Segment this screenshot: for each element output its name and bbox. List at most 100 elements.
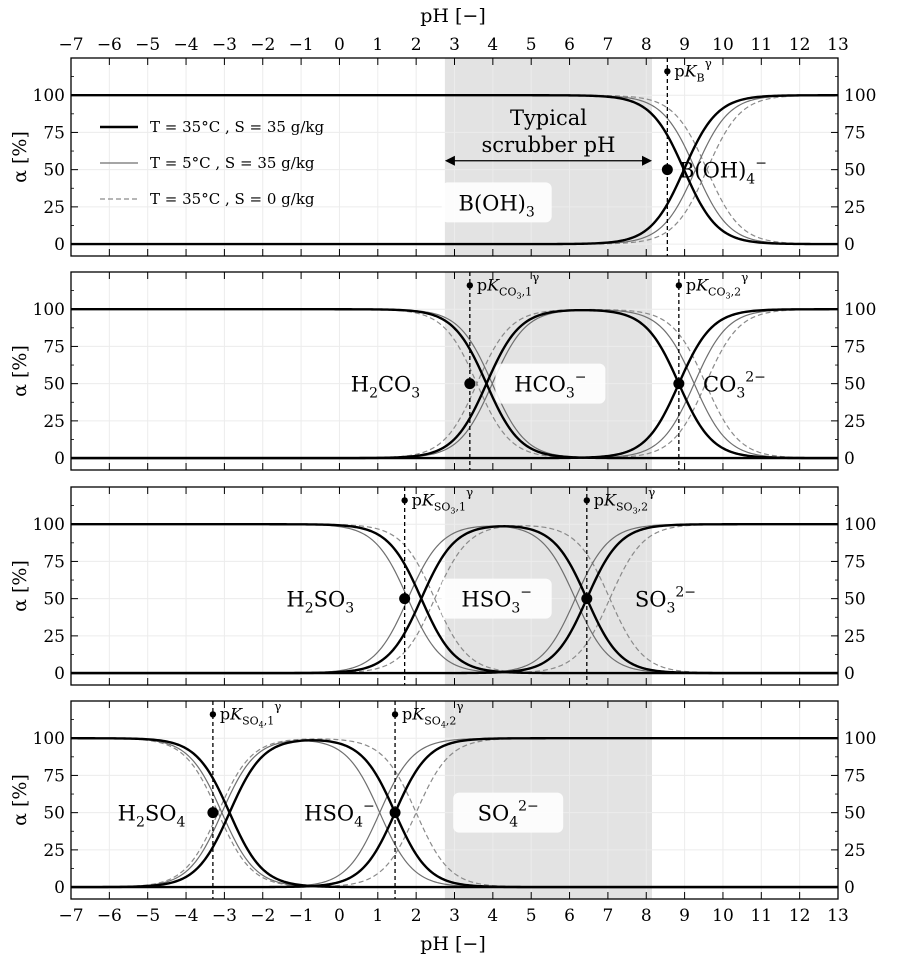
y-tick-label: 75 — [844, 552, 866, 572]
pk-label-dot — [401, 497, 408, 504]
x-tick-label-top: 2 — [411, 35, 422, 55]
species-label: H2CO3 — [351, 373, 420, 402]
y-tick-label: 50 — [844, 804, 866, 824]
x-tick-label-bottom: 6 — [564, 906, 575, 926]
species-label-text: SO42− — [478, 799, 539, 831]
x-tick-label-bottom: 10 — [712, 906, 734, 926]
fraction-curve — [71, 308, 838, 460]
species-label-bg — [453, 792, 564, 833]
species-label-text: HSO4− — [304, 799, 375, 831]
y-axis-title: α [%] — [9, 560, 31, 612]
pk-label-text: pKSO4,2γ — [402, 699, 464, 729]
x-tick-label-bottom: 9 — [679, 906, 690, 926]
y-tick-label: 25 — [844, 412, 866, 432]
y-tick-label: 100 — [844, 515, 876, 535]
fraction-curve — [71, 523, 838, 675]
y-tick-label: 75 — [43, 123, 65, 143]
y-tick-label: 50 — [43, 161, 65, 181]
x-tick-label-top: −4 — [174, 35, 199, 55]
pk-label-dot — [391, 711, 399, 718]
fraction-curve — [71, 308, 839, 459]
x-tick-label-bottom: 4 — [487, 906, 498, 926]
species-label-text: CO32− — [703, 370, 766, 402]
pk-label-text: pKCO3,1γ — [477, 270, 539, 300]
x-tick-label-top: −1 — [289, 35, 314, 55]
x-tick-label-bottom: 5 — [526, 906, 537, 926]
y-tick-label: 0 — [844, 664, 855, 684]
pk-label-dot — [675, 282, 683, 289]
y-tick-label: 100 — [33, 729, 65, 749]
species-label-text: HSO3− — [461, 585, 532, 617]
x-tick-label-top: 8 — [641, 35, 652, 55]
y-tick-label: 100 — [844, 86, 876, 106]
x-tick-label-top: 7 — [602, 35, 613, 55]
species-label: B(OH)4− — [679, 156, 767, 188]
pk-label: pKSO4,2γ — [391, 699, 464, 729]
species-label: HSO4− — [304, 799, 375, 831]
legend-label: T = 5°C , S = 35 g/kg — [150, 154, 315, 172]
species-label-text: SO32− — [635, 585, 696, 617]
y-axis-title: α [%] — [9, 774, 31, 826]
x-tick-label-top: −5 — [135, 35, 160, 55]
y-tick-label: 75 — [43, 552, 65, 572]
y-tick-label: 50 — [43, 804, 65, 824]
y-tick-label: 100 — [844, 729, 876, 749]
fraction-curve — [71, 94, 838, 246]
y-tick-label: 0 — [54, 449, 65, 469]
y-tick-label: 75 — [844, 123, 866, 143]
x-tick-label-top: 10 — [712, 35, 734, 55]
x-tick-label-bottom: −5 — [135, 906, 160, 926]
x-tick-label-bottom: 11 — [750, 906, 772, 926]
y-tick-label: 0 — [844, 235, 855, 255]
y-tick-label: 0 — [54, 878, 65, 898]
curves-layer — [71, 94, 839, 889]
fraction-curve — [71, 94, 839, 246]
x-tick-label-top: −3 — [212, 35, 237, 55]
species-label-bg — [495, 363, 606, 404]
x-tick-label-top: 12 — [789, 35, 811, 55]
pk-label-dot — [466, 282, 474, 289]
pk-label: pKSO3,1γ — [401, 485, 473, 515]
y-tick-label: 25 — [844, 627, 866, 647]
x-tick-label-top: 1 — [372, 35, 383, 55]
y-tick-label: 25 — [844, 198, 866, 218]
pk-label-dot — [583, 497, 591, 504]
y-tick-label: 50 — [43, 375, 65, 395]
pk-label-text: pKSO3,2γ — [594, 485, 656, 515]
pk-label-dot — [209, 711, 217, 718]
x-tick-label-bottom: 13 — [827, 906, 849, 926]
y-tick-label: 25 — [43, 627, 65, 647]
y-tick-label: 25 — [43, 841, 65, 861]
species-label-bg — [441, 182, 552, 223]
y-axis-title: α [%] — [9, 345, 31, 397]
x-axis-title-bottom: pH [−] — [420, 933, 486, 955]
x-tick-label-top: 6 — [564, 35, 575, 55]
species-label-bg — [441, 578, 552, 619]
pk-marker — [399, 593, 411, 605]
scrubber-label-line1: Typical — [510, 106, 587, 130]
species-label: HSO3− — [441, 578, 552, 619]
y-tick-label: 0 — [844, 449, 855, 469]
species-label: CO32− — [703, 370, 766, 402]
y-tick-label: 25 — [43, 412, 65, 432]
y-tick-label: 0 — [54, 235, 65, 255]
y-tick-label: 100 — [33, 300, 65, 320]
y-tick-label: 0 — [844, 878, 855, 898]
pk-marker — [207, 807, 219, 819]
arrow-head-right — [642, 155, 653, 166]
y-tick-label: 100 — [844, 300, 876, 320]
x-tick-label-bottom: −6 — [97, 906, 122, 926]
legend-layer: T = 35°C , S = 35 g/kg T = 5°C , S = 35 g… — [100, 118, 324, 208]
x-tick-label-bottom: 0 — [334, 906, 345, 926]
species-label-text: H2CO3 — [351, 373, 420, 402]
x-tick-label-top: −2 — [250, 35, 275, 55]
arrow-head-left — [444, 155, 455, 166]
x-tick-label-bottom: 1 — [372, 906, 383, 926]
y-tick-label: 100 — [33, 515, 65, 535]
y-tick-label: 75 — [43, 766, 65, 786]
fraction-curve — [71, 94, 838, 245]
species-label-text: B(OH)3 — [459, 191, 535, 220]
x-tick-label-bottom: 7 — [602, 906, 613, 926]
x-tick-label-top: 9 — [679, 35, 690, 55]
